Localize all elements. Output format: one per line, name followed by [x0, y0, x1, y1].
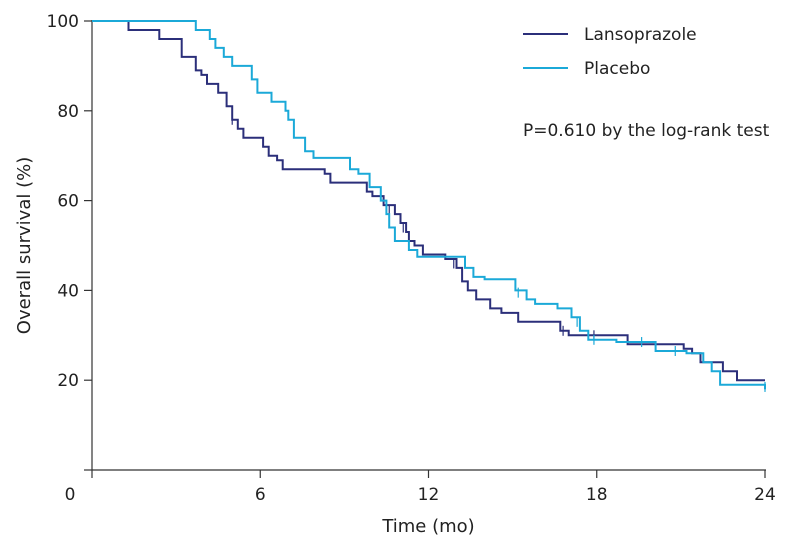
legend-label-lansoprazole: Lansoprazole	[584, 25, 697, 45]
y-tick-label-40: 40	[57, 281, 79, 301]
x-ticks: 0 6 12 18 24	[65, 470, 776, 505]
y-axis-title: Overall survival (%)	[14, 157, 35, 334]
legend-label-placebo: Placebo	[584, 59, 650, 79]
series-layer	[92, 20, 766, 392]
y-ticks: 20 40 60 80 100	[47, 12, 92, 471]
axes	[91, 20, 766, 471]
y-tick-label-20: 20	[57, 371, 79, 391]
series-line-lansoprazole	[92, 20, 765, 382]
x-tick-label-24: 24	[754, 485, 776, 505]
p-value-annotation: P=0.610 by the log-rank test	[523, 121, 770, 141]
legend: Lansoprazole Placebo	[523, 25, 697, 79]
y-tick-label-60: 60	[57, 192, 79, 212]
series-line-placebo	[92, 20, 766, 390]
x-tick-label-18: 18	[586, 485, 608, 505]
x-tick-label-6: 6	[255, 485, 266, 505]
x-axis-title: Time (mo)	[381, 516, 474, 537]
x-tick-label-0: 0	[65, 485, 76, 505]
y-tick-label-80: 80	[57, 102, 79, 122]
x-tick-label-12: 12	[418, 485, 440, 505]
y-tick-label-100: 100	[47, 12, 79, 32]
